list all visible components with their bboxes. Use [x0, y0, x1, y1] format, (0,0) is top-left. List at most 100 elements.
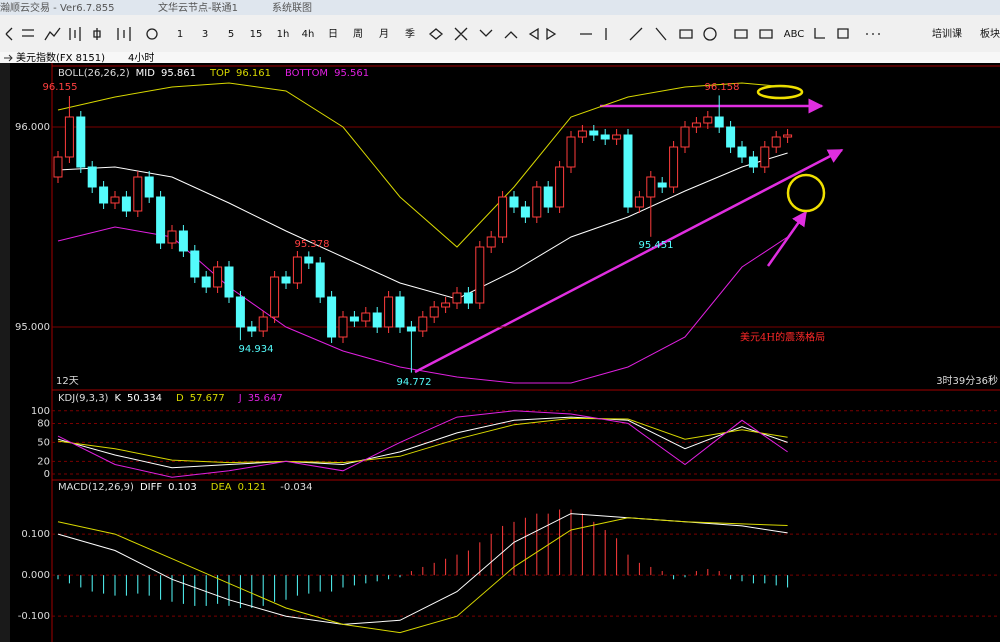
- toolbar-button[interactable]: 日: [328, 29, 338, 40]
- icon-back[interactable]: [5, 27, 13, 41]
- icon-drawing-tools[interactable]: [428, 27, 880, 41]
- y-tick-label: 50: [37, 437, 50, 448]
- candle-body: [577, 130, 587, 138]
- candle-body: [53, 156, 63, 178]
- candle-body: [235, 296, 245, 328]
- candle-body: [760, 146, 770, 168]
- candle-body: [121, 196, 131, 212]
- candle-body: [509, 196, 519, 208]
- toolbar-icons: [5, 27, 880, 41]
- toolbar-button[interactable]: 1h: [277, 29, 290, 40]
- candle-body: [657, 182, 667, 188]
- toolbar-button[interactable]: 月: [379, 28, 389, 40]
- candle-body: [247, 326, 257, 332]
- candle-body: [167, 230, 177, 244]
- candle-body: [498, 196, 508, 238]
- legend-text: BOTTOM: [285, 68, 328, 79]
- candle-body: [714, 116, 724, 128]
- candle-body: [748, 156, 758, 168]
- candle-body: [213, 266, 223, 288]
- candle-body: [327, 296, 337, 338]
- legend-text: MACD(12,26,9): [58, 482, 134, 493]
- candle-body: [691, 122, 701, 128]
- candle-body: [612, 134, 622, 140]
- title-bar: [0, 0, 1000, 15]
- candle-body: [475, 246, 485, 304]
- price-label: 96.158: [705, 82, 740, 93]
- toolbar-button[interactable]: 5: [228, 29, 234, 40]
- toolbar-button[interactable]: 15: [250, 29, 263, 40]
- bar-count: 12天: [56, 376, 79, 387]
- legend-text: -0.034: [280, 482, 312, 493]
- candle-body: [532, 186, 542, 218]
- toolbar-button[interactable]: 培训课: [932, 27, 962, 40]
- toolbar-button[interactable]: 3: [202, 29, 208, 40]
- indicator-line: [57, 417, 788, 464]
- candle-body: [646, 176, 656, 198]
- candle-body: [543, 186, 553, 208]
- candle-body: [669, 146, 679, 188]
- y-tick-label: 0.000: [21, 570, 50, 581]
- timeframe[interactable]: 4小时: [128, 52, 154, 64]
- icon-kline[interactable]: [117, 27, 131, 41]
- candle-body: [441, 302, 451, 308]
- legend-text: BOLL(26,26,2): [58, 68, 130, 79]
- candle-body: [87, 166, 97, 188]
- arrow: [414, 148, 844, 374]
- icon-list[interactable]: [22, 29, 34, 37]
- toolbar-button[interactable]: 季: [405, 28, 415, 40]
- candle-body: [634, 196, 644, 208]
- candle-body: [190, 250, 200, 278]
- indicator-line: [57, 410, 788, 478]
- y-tick-label: 80: [37, 418, 50, 429]
- highlight-circle: [786, 173, 826, 213]
- y-tick-label: 0.100: [21, 529, 50, 540]
- window-menu[interactable]: 系统联图: [272, 1, 312, 14]
- candle-body: [270, 276, 280, 318]
- icon-bars[interactable]: [69, 27, 81, 41]
- y-tick-label: 0: [44, 469, 50, 480]
- candle-body: [144, 176, 154, 198]
- candle-body: [349, 316, 359, 322]
- candle-body: [64, 116, 74, 158]
- indicator-line: [57, 82, 788, 248]
- legend-text: 96.161: [236, 68, 271, 79]
- countdown: 3时39分36秒: [936, 374, 998, 387]
- toolbar-button[interactable]: 周: [353, 28, 363, 40]
- legend-text: DIFF: [140, 482, 162, 493]
- legend-text: 95.561: [334, 68, 369, 79]
- symbol-name[interactable]: 美元指数(FX 8151): [16, 51, 105, 64]
- arrow: [766, 210, 808, 267]
- legend-text: 50.334: [127, 393, 162, 404]
- toolbar-button[interactable]: ABC: [784, 29, 805, 40]
- candle-body: [361, 312, 371, 322]
- symbol-icon: [4, 54, 13, 62]
- icon-circle[interactable]: [146, 28, 158, 40]
- symbol-bar: [0, 52, 1000, 63]
- candle-body: [156, 196, 166, 244]
- legend-text: DEA: [211, 482, 232, 493]
- candle-body: [555, 166, 565, 208]
- toolbar: [0, 15, 1000, 52]
- candle-body: [600, 134, 610, 140]
- indicator-line: [57, 416, 788, 469]
- candle-body: [429, 306, 439, 318]
- candle-body: [486, 236, 496, 248]
- candle-body: [292, 256, 302, 284]
- price-label: 95.451: [639, 240, 674, 251]
- candle-body: [623, 134, 633, 208]
- toolbar-button[interactable]: 1: [177, 29, 183, 40]
- price-label: 94.772: [397, 377, 432, 388]
- candle-body: [463, 292, 473, 304]
- candle-body: [281, 276, 291, 284]
- toolbar-button[interactable]: 4h: [302, 29, 315, 40]
- indicator-line: [57, 152, 788, 300]
- candle-body: [395, 296, 405, 328]
- toolbar-button[interactable]: 板块: [980, 27, 1000, 40]
- candle-body: [178, 230, 188, 252]
- icon-candle[interactable]: [93, 28, 101, 40]
- legend-text: J: [238, 393, 242, 404]
- legend-text: 95.861: [161, 68, 196, 79]
- icon-line[interactable]: [44, 27, 61, 41]
- candle-body: [452, 292, 462, 304]
